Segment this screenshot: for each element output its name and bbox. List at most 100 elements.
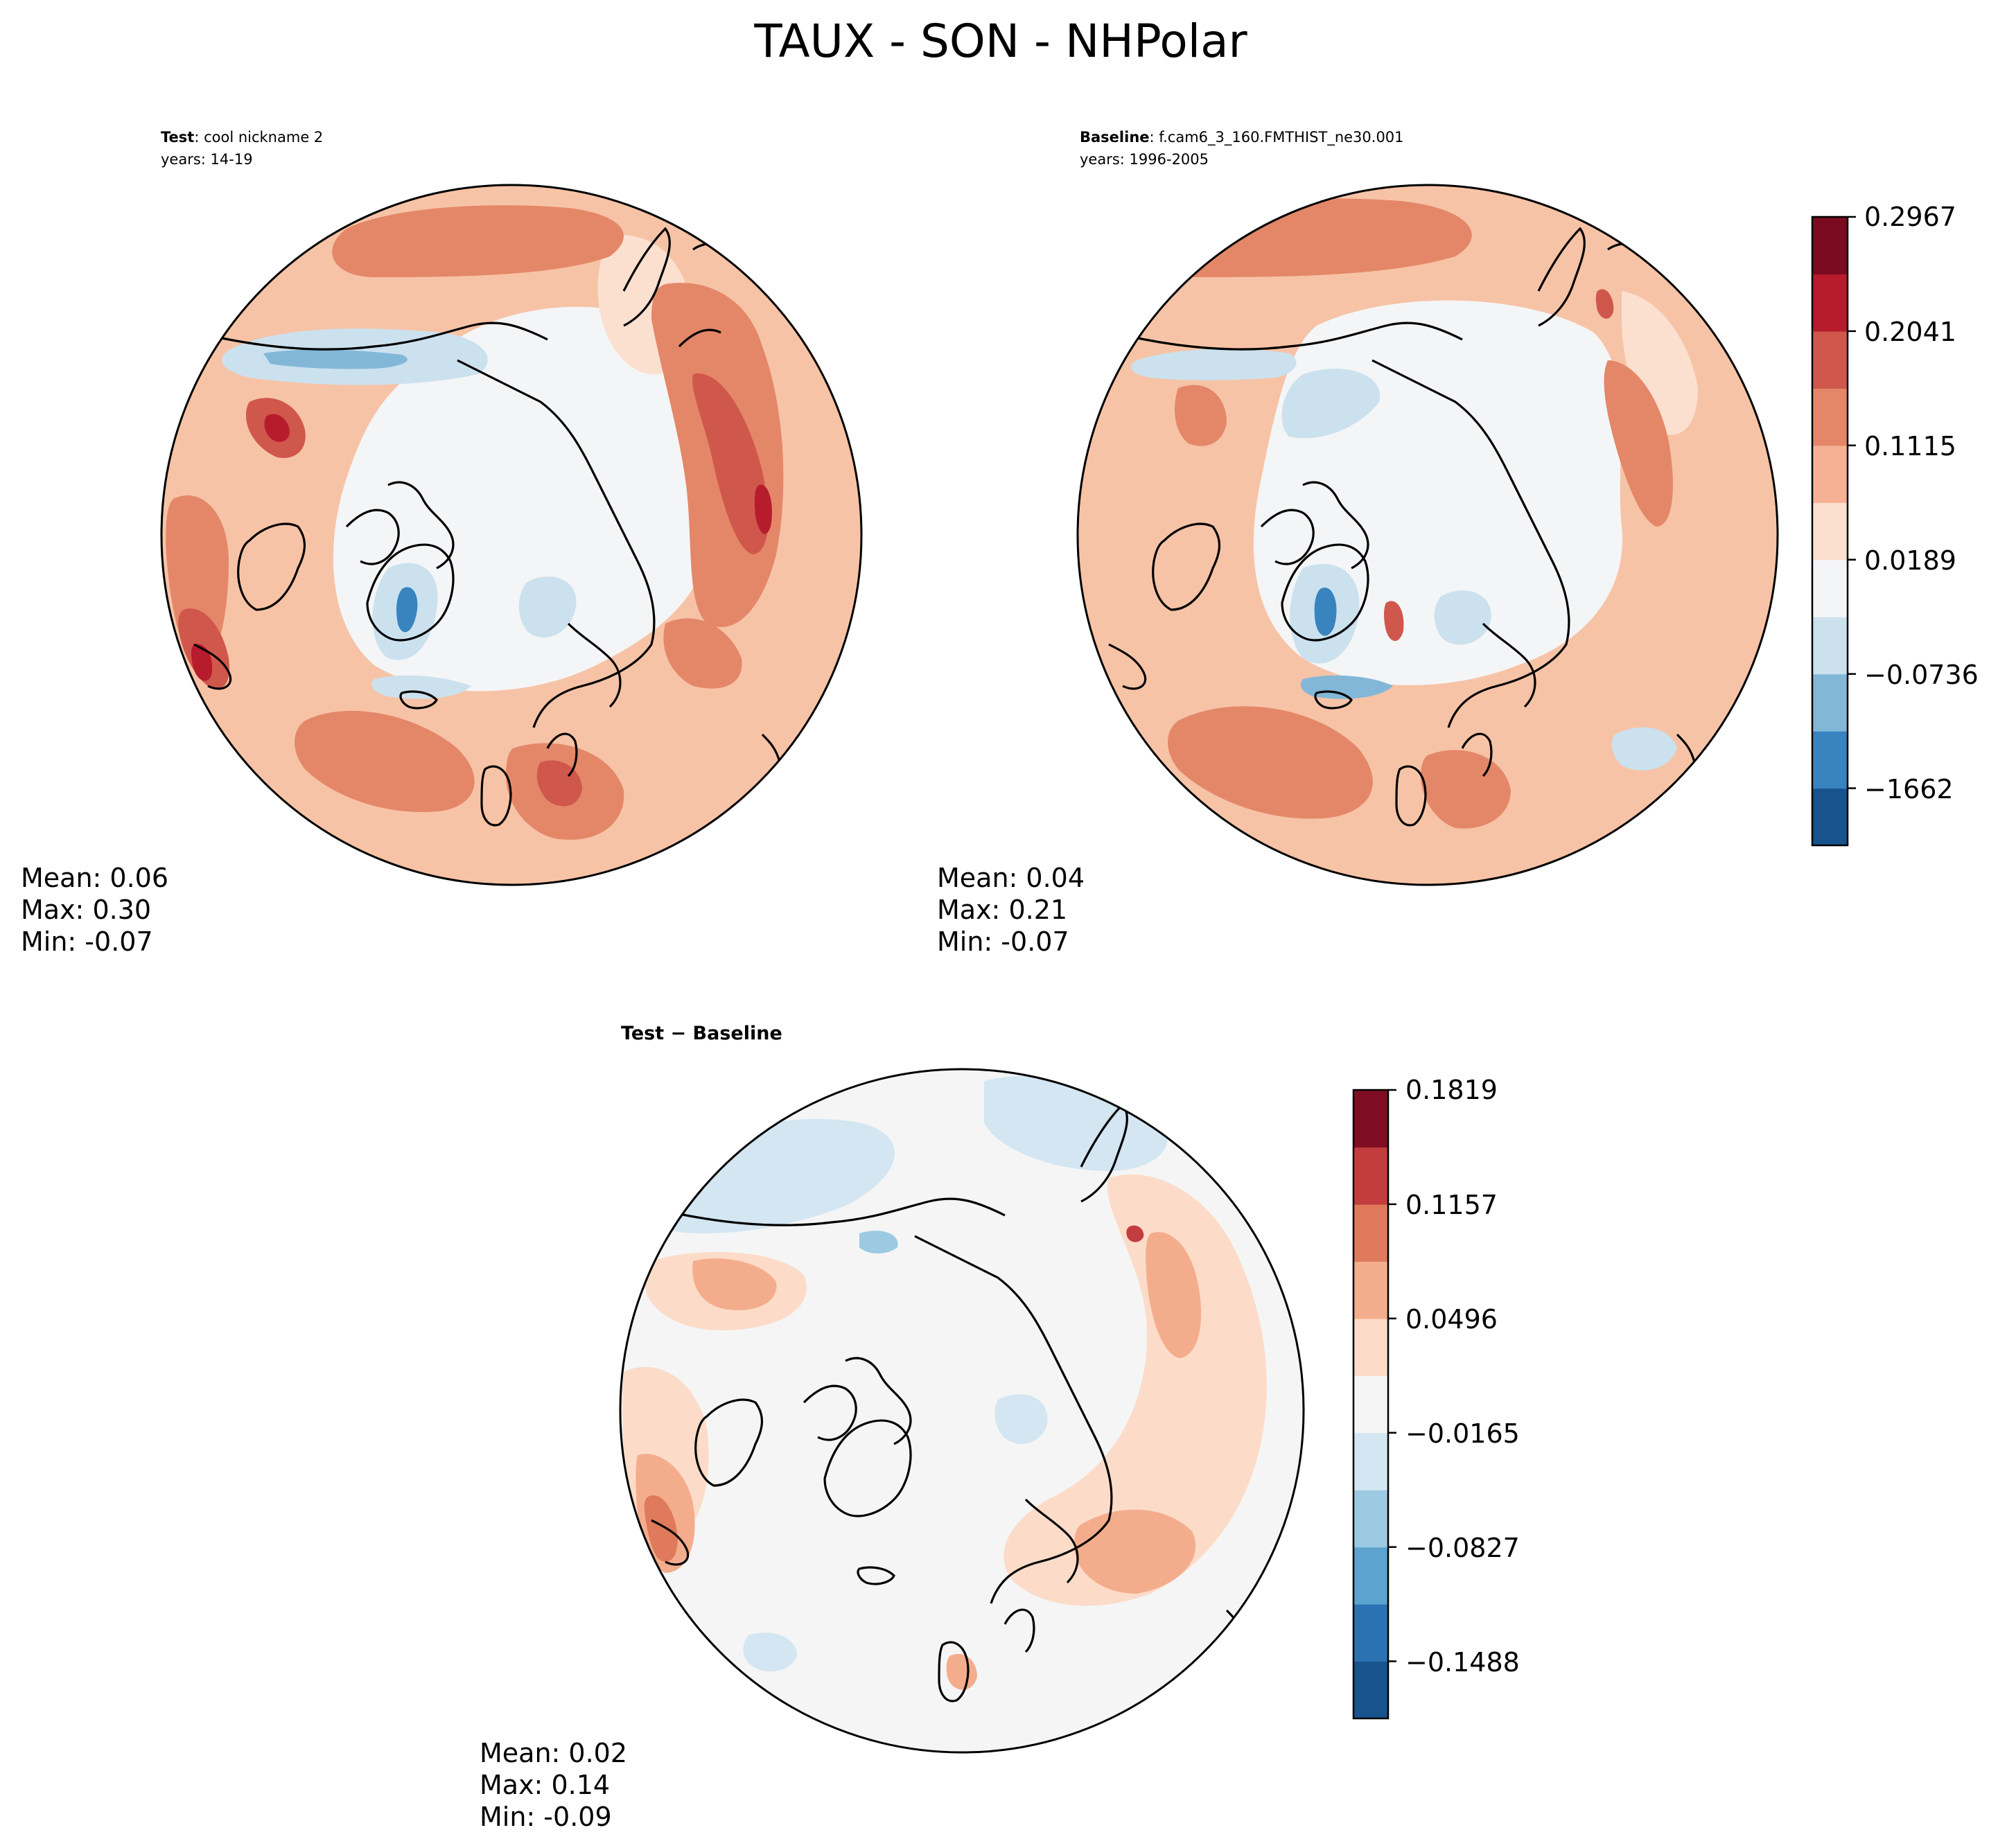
colorbar-diff-swatch-2 — [1353, 1547, 1388, 1605]
map-diff-frame — [619, 1068, 1305, 1754]
map-test-field-dark-1 — [754, 484, 773, 534]
colorbar-main-swatch-6 — [1812, 445, 1848, 503]
colorbar-diff-tick-label-5: −0.1488 — [1405, 1647, 1520, 1678]
stats-test-mean: Mean: 0.06 — [21, 863, 168, 893]
colorbar-diff-tick-label-3: −0.0165 — [1405, 1418, 1520, 1449]
map-diff-field-blue-5 — [743, 1633, 797, 1672]
panel-baseline: Baseline: f.cam6_3_160.FMTHIST_ne30.001 … — [937, 129, 1779, 957]
colorbar-main-frame — [1811, 215, 1849, 847]
map-test-field-warm-6 — [663, 618, 742, 689]
stats-baseline-mean: Mean: 0.04 — [937, 863, 1085, 893]
map-diff-field-warm-4 — [1146, 1232, 1202, 1358]
map-baseline-field-dark-2 — [1595, 289, 1614, 319]
stats-diff-mean: Mean: 0.02 — [480, 1738, 627, 1768]
map-diff-field-warm-5 — [1074, 1509, 1196, 1594]
figure-title: TAUX - SON - NHPolar — [753, 15, 1247, 68]
map-diff-field-warm-3 — [644, 1495, 678, 1562]
map-baseline-frame — [1076, 184, 1779, 886]
map-test-field-warm-4 — [295, 710, 475, 812]
colorbar-diff-swatch-10 — [1353, 1090, 1388, 1148]
colorbar-main-tick-label-0: 0.2967 — [1864, 202, 1956, 232]
colorbar-main-swatch-5 — [1812, 502, 1848, 561]
colorbar-diff-tick-label-4: −0.0827 — [1405, 1533, 1520, 1563]
colorbar-diff-tick-label-0: 0.1819 — [1405, 1075, 1498, 1105]
stats-diff-min: Min: -0.09 — [480, 1802, 612, 1832]
colorbar-main-swatches — [1812, 217, 1848, 846]
map-baseline-field-blue-7 — [1611, 727, 1677, 771]
panel-baseline-label-bold: Baseline — [1080, 129, 1150, 146]
map-baseline-field-blue-1 — [1130, 349, 1297, 380]
map-test-field-blue-5 — [518, 577, 577, 637]
colorbar-main-tick-label-3: 0.0189 — [1864, 545, 1956, 576]
colorbar-main-swatch-3 — [1812, 617, 1848, 675]
panel-baseline-label-rest: : f.cam6_3_160.FMTHIST_ne30.001 — [1150, 129, 1404, 146]
colorbar-diff-ticks — [1388, 1089, 1396, 1662]
panel-test-years: years: 14-19 — [161, 151, 253, 168]
colorbar-diff-swatch-6 — [1353, 1318, 1388, 1376]
colorbar-diff-swatch-1 — [1353, 1604, 1388, 1662]
map-test-field-dark-2 — [191, 644, 213, 681]
colorbar-main-ticks — [1848, 215, 1856, 789]
map-diff-field-blue-4 — [994, 1394, 1048, 1444]
colorbar-main-swatch-1 — [1812, 731, 1848, 789]
colorbar-main-swatch-8 — [1812, 331, 1848, 389]
stats-baseline-max: Max: 0.21 — [937, 895, 1067, 925]
map-diff-field-dark-1 — [1126, 1225, 1144, 1242]
colorbar-diff-swatch-7 — [1353, 1261, 1388, 1319]
stats-test-max: Max: 0.30 — [21, 895, 151, 925]
map-baseline-field-warm-2 — [1168, 706, 1373, 819]
stats-baseline-min: Min: -0.07 — [937, 926, 1069, 957]
map-baseline-field-blue-4 — [1314, 588, 1337, 636]
map-test-field-blue-6 — [371, 675, 471, 699]
panel-diff: Test − Baseline — [480, 1023, 1305, 1832]
colorbar-main-swatch-4 — [1812, 559, 1848, 617]
map-baseline-field-dark-1 — [1384, 601, 1404, 641]
map-test-field-dark-3 — [264, 414, 290, 442]
colorbar-main-swatch-2 — [1812, 674, 1848, 732]
panel-test-label: Test: cool nickname 2 — [161, 129, 323, 146]
map-test-field-blue-2 — [263, 349, 407, 369]
map-baseline-coastlines — [1108, 227, 1712, 827]
colorbar-diff-tick-label-2: 0.0496 — [1405, 1304, 1498, 1335]
colorbar-diff-swatches — [1353, 1090, 1388, 1719]
panel-test-label-bold: Test — [161, 129, 194, 146]
panel-test-label-rest: : cool nickname 2 — [194, 129, 323, 146]
stats-test-min: Min: -0.07 — [21, 926, 153, 957]
map-test-frame — [160, 184, 863, 886]
colorbar-diff-swatch-0 — [1353, 1661, 1388, 1719]
colorbar-diff-swatch-9 — [1353, 1147, 1388, 1205]
map-diff-field-warm-1 — [692, 1258, 777, 1310]
colorbar-diff-swatch-8 — [1353, 1204, 1388, 1262]
map-test-field-warm-1 — [332, 205, 624, 277]
colorbar-main-tick-label-4: −0.0736 — [1864, 660, 1979, 690]
colorbar-main-swatch-10 — [1812, 217, 1848, 275]
colorbar-main: 0.2967 0.2041 0.1115 0.0189 −0.0736 −166… — [1811, 202, 1979, 847]
map-diff-field-blue-3 — [859, 1231, 898, 1253]
map-baseline-field-warm-3 — [1604, 360, 1673, 527]
colorbar-main-swatch-0 — [1812, 788, 1848, 846]
colorbar-diff-frame — [1352, 1089, 1390, 1720]
colorbar-main-tick-label-2: 0.1115 — [1864, 431, 1956, 461]
colorbar-main-swatch-7 — [1812, 388, 1848, 446]
colorbar-diff-swatch-3 — [1353, 1490, 1388, 1548]
map-baseline-field-blue-5 — [1434, 590, 1491, 645]
colorbar-main-swatch-9 — [1812, 274, 1848, 332]
map-diff-field-warm-6 — [946, 1653, 977, 1690]
colorbar-diff: 0.1819 0.1157 0.0496 −0.0165 −0.0827 −0.… — [1352, 1075, 1520, 1720]
map-diff-field-light-3 — [1004, 1174, 1267, 1606]
colorbar-main-tick-label-1: 0.2041 — [1864, 317, 1956, 347]
panel-diff-label: Test − Baseline — [621, 1023, 782, 1044]
map-baseline-field-blue-6 — [1300, 675, 1393, 699]
stats-diff-max: Max: 0.14 — [480, 1770, 610, 1800]
map-test-field-blue-4 — [396, 587, 418, 633]
map-baseline — [1078, 185, 1778, 885]
colorbar-diff-swatch-5 — [1353, 1375, 1388, 1434]
colorbar-main-tick-label-5: −1662 — [1864, 774, 1954, 804]
map-baseline-field-warm-5 — [1175, 385, 1227, 446]
map-test-field-strong-1 — [692, 373, 769, 554]
colorbar-diff-tick-label-1: 0.1157 — [1405, 1190, 1498, 1220]
panel-test: Test: cool nickname 2 years: 14-19 — [21, 129, 863, 957]
map-baseline-field-blue-2 — [1281, 369, 1381, 439]
colorbar-diff-swatch-4 — [1353, 1432, 1388, 1490]
panel-baseline-years: years: 1996-2005 — [1080, 151, 1209, 168]
